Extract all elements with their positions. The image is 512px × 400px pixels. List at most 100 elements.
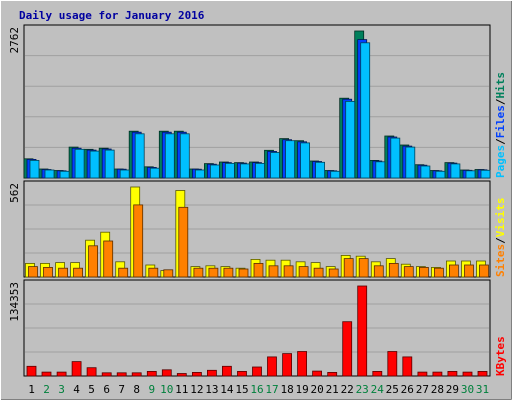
bar-kbytes-day-26 [402,356,413,377]
day-label-5: 5 [88,383,95,396]
bar-sites-day-13 [208,267,219,278]
bar-pages-day-15 [240,163,250,179]
day-label-6: 6 [103,383,110,396]
bar-pages-day-9 [149,167,160,179]
legend-kbytes: KBytes [494,336,507,376]
bar-pages-day-21 [330,170,341,179]
bar-sites-day-7 [118,267,129,278]
day-label-31: 31 [476,383,489,396]
bar-sites-day-3 [58,267,68,278]
day-label-16: 16 [250,383,263,396]
bar-sites-day-25 [388,262,399,278]
day-label-25: 25 [386,383,399,396]
bar-kbytes-day-21 [327,371,338,377]
panel-max-label: 134353 [8,282,21,322]
bar-pages-day-19 [300,142,311,179]
bar-pages-day-29 [450,163,461,179]
bar-kbytes-day-11 [176,373,187,377]
panel-visits-sites: 562 Sites/Visits [8,180,507,278]
bar-pages-day-6 [104,149,115,179]
bar-pages-day-3 [59,170,70,179]
bar-sites-day-21 [328,268,339,278]
bar-kbytes-day-20 [312,370,323,377]
bar-pages-day-22 [345,101,356,179]
bar-sites-day-12 [193,267,204,278]
legend-hits: Hits [494,72,507,99]
bar-sites-day-9 [148,267,159,278]
day-label-24: 24 [371,383,385,396]
bar-kbytes-day-12 [191,371,202,377]
day-label-30: 30 [461,383,474,396]
bar-pages-day-18 [285,140,296,179]
legend-pages: Pages [494,145,507,178]
bar-sites-day-14 [223,267,234,278]
bar-pages-day-27 [420,165,431,179]
bar-sites-day-28 [433,267,444,278]
bar-kbytes-day-8 [131,372,142,377]
bar-pages-day-1 [29,159,40,179]
bar-pages-day-25 [390,137,401,179]
bar-kbytes-day-14 [221,365,232,377]
chart-title: Daily usage for January 2016 [19,9,205,22]
bar-sites-day-23 [358,258,369,278]
legend-separator: / [494,237,507,244]
bar-sites-day-31 [479,264,489,278]
bar-kbytes-day-25 [387,351,398,377]
bar-kbytes-day-16 [252,366,262,377]
bar-pages-day-13 [209,164,220,179]
bar-kbytes-day-27 [417,371,428,377]
bar-pages-day-14 [224,162,235,179]
panel-kbytes: 134353 KBytes [8,279,507,377]
day-label-28: 28 [431,383,444,396]
day-label-14: 14 [220,383,234,396]
legend-sites: Sites [494,244,507,277]
bar-pages-day-31 [480,169,491,179]
legend-separator: / [494,138,507,145]
bar-kbytes-day-1 [26,365,37,377]
day-label-15: 15 [235,383,248,396]
bar-kbytes-day-6 [101,372,112,377]
day-label-13: 13 [205,383,218,396]
panel-max-label: 2762 [8,27,21,54]
bar-kbytes-day-22 [342,321,353,377]
bar-kbytes-day-19 [297,351,308,377]
day-label-8: 8 [133,383,140,396]
bar-kbytes-day-15 [237,370,247,377]
day-label-20: 20 [310,383,323,396]
legend-separator: / [494,98,507,105]
bar-sites-day-22 [343,258,354,278]
chart-panels: 2762Pages/Files/Hits562Sites/Visits13435… [8,24,507,377]
bar-kbytes-day-5 [86,367,97,377]
bar-sites-day-20 [313,267,324,278]
legend-files: Files [494,105,507,138]
bar-kbytes-day-4 [71,361,82,377]
bar-kbytes-day-10 [161,369,172,377]
bar-pages-day-8 [134,133,145,179]
bar-sites-day-5 [88,245,98,278]
day-label-2: 2 [43,383,50,396]
bar-kbytes-day-30 [462,371,473,377]
day-label-11: 11 [175,383,188,396]
day-label-10: 10 [160,383,173,396]
bar-kbytes-day-28 [432,371,443,377]
bar-pages-day-28 [435,170,446,179]
bar-sites-day-4 [73,267,83,278]
day-label-3: 3 [58,383,65,396]
bar-sites-day-26 [403,266,414,278]
day-label-26: 26 [401,383,414,396]
day-label-12: 12 [190,383,203,396]
day-label-21: 21 [326,383,339,396]
bar-kbytes-day-3 [56,371,67,377]
bar-sites-day-2 [43,266,53,278]
bar-pages-day-20 [315,161,326,179]
bar-pages-day-12 [194,169,205,179]
day-label-4: 4 [73,383,80,396]
bar-pages-day-23 [360,42,371,179]
panel-max-label: 562 [8,183,21,203]
bar-kbytes-day-2 [41,371,52,377]
bar-kbytes-day-17 [267,356,277,377]
bar-pages-day-24 [375,161,386,179]
bar-sites-day-29 [448,264,459,278]
bar-sites-day-1 [28,266,38,278]
